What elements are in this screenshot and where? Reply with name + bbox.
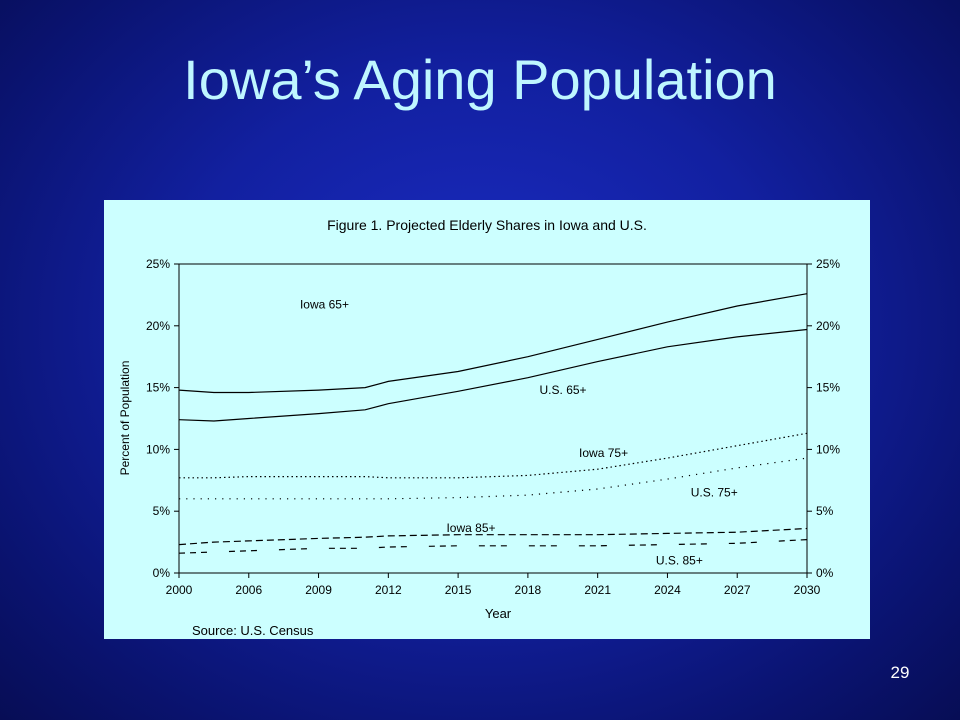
x-tick-label: 2012 [375, 583, 402, 597]
x-tick-label: 2024 [654, 583, 681, 597]
y-tick-label: 0% [153, 566, 171, 580]
x-tick-label: 2000 [166, 583, 193, 597]
y2-tick-label: 0% [816, 566, 834, 580]
slide-number: 29 [890, 663, 910, 682]
line-chart: Figure 1. Projected Elderly Shares in Io… [118, 217, 840, 638]
series-line-u-s-85 [178, 539, 808, 554]
y2-tick-label: 5% [816, 504, 834, 518]
series-label: U.S. 75+ [691, 485, 738, 499]
x-tick-label: 2021 [584, 583, 611, 597]
y2-tick-label: 15% [816, 381, 840, 395]
y-axis-label: Percent of Population [118, 361, 132, 476]
series-line-u-s-65 [178, 328, 808, 422]
x-tick-label: 2027 [724, 583, 751, 597]
y-tick-label: 20% [146, 319, 170, 333]
axis-ticks: 0% 0% 5% 5% 10% 10% 15% 15% 20% 20% 25% 25% 2000 2006… [146, 257, 840, 597]
series-label: Iowa 65+ [300, 297, 349, 311]
series-line-iowa-75 [179, 432, 808, 479]
y-tick-label: 10% [146, 442, 170, 456]
x-tick-label: 2006 [235, 583, 262, 597]
series-lines [178, 293, 808, 554]
x-axis-label: Year [485, 606, 512, 621]
y-tick-label: 15% [146, 381, 170, 395]
y-tick-label: 5% [153, 504, 171, 518]
x-tick-label: 2030 [794, 583, 821, 597]
slide-title: Iowa’s Aging Population [183, 48, 777, 111]
y-tick-label: 25% [146, 257, 170, 271]
y2-tick-label: 10% [816, 442, 840, 456]
series-label: U.S. 85+ [656, 553, 703, 567]
chart-panel: Figure 1. Projected Elderly Shares in Io… [104, 200, 870, 639]
x-tick-label: 2018 [515, 583, 542, 597]
source-note: Source: U.S. Census [192, 623, 314, 638]
x-tick-label: 2009 [305, 583, 332, 597]
plot-area [178, 263, 808, 574]
x-tick-label: 2015 [445, 583, 472, 597]
series-line-iowa-85 [178, 527, 808, 546]
series-labels: Iowa 65+ U.S. 65+ Iowa 75+ U.S. 75+ Iowa 85+… [300, 297, 738, 567]
y2-tick-label: 20% [816, 319, 840, 333]
series-label: Iowa 85+ [446, 521, 495, 535]
chart-title: Figure 1. Projected Elderly Shares in Io… [327, 217, 647, 233]
series-label: U.S. 65+ [540, 383, 587, 397]
series-line-iowa-65 [178, 293, 808, 394]
y2-tick-label: 25% [816, 257, 840, 271]
series-label: Iowa 75+ [579, 446, 628, 460]
